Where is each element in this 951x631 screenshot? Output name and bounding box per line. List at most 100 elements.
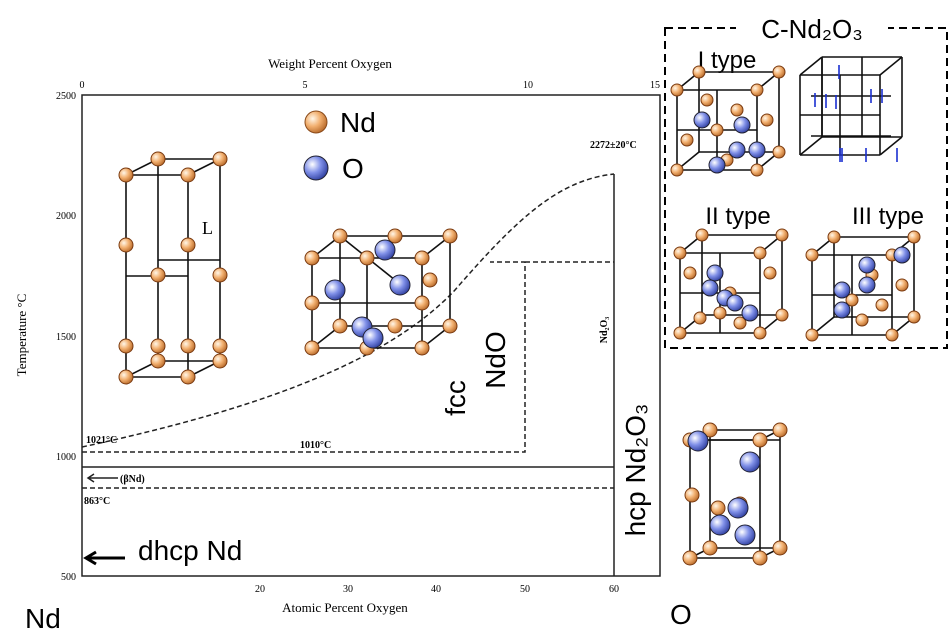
- left-axis-label: Temperature °C: [14, 294, 29, 377]
- top-tick: 5: [303, 80, 308, 91]
- nd-atom: [415, 341, 429, 355]
- nd-atom: [773, 66, 785, 78]
- nd-atom: [181, 339, 195, 353]
- nd-atom: [415, 251, 429, 265]
- nd-atom: [119, 339, 133, 353]
- nd-atom: [213, 354, 227, 368]
- ndo-label: NdO: [480, 331, 511, 389]
- inset-type-2: II type: [705, 203, 770, 230]
- top-tick: 0: [80, 80, 85, 91]
- nd-atom: [684, 267, 696, 279]
- nd-atom: [701, 94, 713, 106]
- o-atom: [709, 157, 725, 173]
- nd-atom: [828, 231, 840, 243]
- nd-atom: [119, 370, 133, 384]
- o-atom: [894, 247, 910, 263]
- nd-atom: [773, 146, 785, 158]
- nd-atom: [333, 229, 347, 243]
- nd-atom: [753, 433, 767, 447]
- nd-atom: [753, 551, 767, 565]
- nd-atom: [151, 339, 165, 353]
- top-axis-label: Weight Percent Oxygen: [268, 56, 392, 71]
- nd-atom: [696, 229, 708, 241]
- o-atom: [749, 142, 765, 158]
- max-temp: 2272±20°C: [590, 140, 637, 151]
- nd-atom: [908, 231, 920, 243]
- o-atom: [834, 282, 850, 298]
- nd-atom: [806, 329, 818, 341]
- legend-o-marker: [304, 156, 328, 180]
- inset-frame: [665, 28, 947, 348]
- nd-atom: [751, 84, 763, 96]
- bottom-tick: 60: [609, 584, 619, 595]
- nd-atom: [415, 296, 429, 310]
- nd-atom: [773, 541, 787, 555]
- nd-atom: [908, 311, 920, 323]
- nd-atom: [761, 114, 773, 126]
- bottom-tick: 40: [431, 584, 441, 595]
- nd-atom: [776, 309, 788, 321]
- nd-atom: [764, 267, 776, 279]
- bottom-tick: 30: [343, 584, 353, 595]
- o-atom: [859, 277, 875, 293]
- solid-line: [82, 174, 614, 576]
- nd-atom: [754, 327, 766, 339]
- nd-atom: [213, 152, 227, 166]
- o-atom: [375, 240, 395, 260]
- o-atom: [363, 328, 383, 348]
- nd-atom: [886, 329, 898, 341]
- o-atom: [734, 117, 750, 133]
- legend-nd-marker: [305, 111, 327, 133]
- inset: C-Nd₂O₃ I type II type III type: [665, 8, 947, 348]
- nd-atom: [773, 423, 787, 437]
- nd-atom: [443, 319, 457, 333]
- nd-atom: [151, 152, 165, 166]
- o-atom: [710, 515, 730, 535]
- nd-atom: [896, 279, 908, 291]
- legend-nd: Nd: [340, 107, 376, 138]
- left-tick: 500: [61, 572, 76, 583]
- nd-atom: [119, 168, 133, 182]
- nd-atom: [360, 251, 374, 265]
- nd-atom: [213, 268, 227, 282]
- temp-1021: 1021°C: [86, 435, 117, 446]
- nd-atom: [681, 134, 693, 146]
- bottom-tick: 50: [520, 584, 530, 595]
- nd-atom: [856, 314, 868, 326]
- o-atom: [688, 431, 708, 451]
- temp-1010: 1010°C: [300, 440, 331, 451]
- nd-atom: [806, 249, 818, 261]
- nd-atom: [711, 501, 725, 515]
- top-tick: 15: [650, 80, 660, 91]
- left-tick: 1000: [56, 452, 76, 463]
- bottom-axis-label: Atomic Percent Oxygen: [282, 600, 408, 615]
- nd-atom: [694, 312, 706, 324]
- nd-atom: [305, 341, 319, 355]
- o-atom: [390, 275, 410, 295]
- nd-atom: [754, 247, 766, 259]
- nd-atom: [423, 273, 437, 287]
- o-atom: [742, 305, 758, 321]
- o-atom: [859, 257, 875, 273]
- hcp-label: hcp Nd₂O₃: [620, 404, 651, 537]
- nd-atom: [151, 268, 165, 282]
- nd-atom: [181, 370, 195, 384]
- nd-atom: [119, 238, 133, 252]
- nd-atom: [703, 541, 717, 555]
- fcc-label: fcc: [440, 380, 471, 416]
- nd-atom: [711, 124, 723, 136]
- nd-atom: [443, 229, 457, 243]
- beta-label: (βNd): [120, 474, 145, 485]
- left-tick: 1500: [56, 332, 76, 343]
- liquidus: [82, 174, 614, 447]
- nd-atom: [751, 164, 763, 176]
- o-atom: [694, 112, 710, 128]
- nd-atom: [776, 229, 788, 241]
- nd-atom: [213, 339, 227, 353]
- o-atom: [727, 295, 743, 311]
- nd-atom: [305, 296, 319, 310]
- nd-atom: [305, 251, 319, 265]
- inset-type-3: III type: [852, 203, 924, 230]
- o-atom: [728, 498, 748, 518]
- left-tick: 2500: [56, 91, 76, 102]
